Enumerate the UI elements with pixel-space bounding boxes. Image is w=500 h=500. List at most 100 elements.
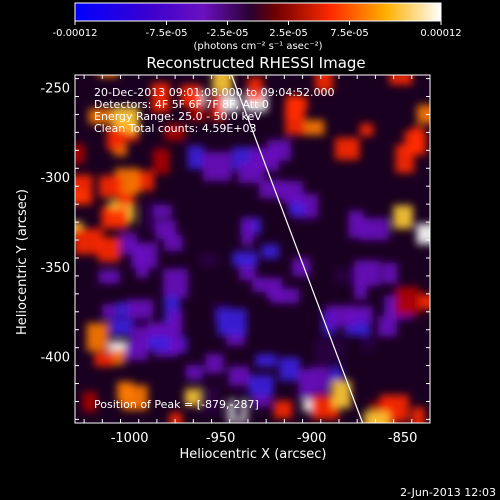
- heat-cell: [241, 219, 254, 246]
- heat-cell: [359, 123, 374, 137]
- heat-cell: [289, 202, 305, 216]
- heat-cell: [153, 204, 172, 218]
- heat-cell: [247, 77, 263, 102]
- heat-cell: [99, 175, 123, 198]
- heat-cell: [261, 244, 280, 259]
- heat-cell: [198, 252, 219, 268]
- info-detectors: Detectors: 4F 5F 6F 7F 8F, Att 0: [94, 98, 269, 111]
- heat-cell: [416, 294, 430, 310]
- colorbar-tick-label: 0.00012: [420, 28, 461, 39]
- heat-cell: [155, 219, 177, 240]
- heat-cell: [314, 338, 345, 363]
- heat-cell: [153, 148, 170, 174]
- plot-title: Reconstructed RHESSI Image: [146, 54, 365, 72]
- heat-cell: [110, 318, 132, 336]
- heat-cell: [315, 75, 333, 92]
- info-energy-range: Energy Range: 25.0 - 50.0 keV: [94, 110, 262, 123]
- y-axis-label: Heliocentric Y (arcsec): [15, 189, 30, 335]
- heat-cell: [163, 268, 188, 299]
- heat-cell: [382, 262, 398, 284]
- heat-cell: [217, 308, 247, 336]
- timestamp: 2-Jun-2013 12:03: [400, 486, 496, 499]
- heat-cell: [88, 108, 113, 124]
- heat-cell: [102, 304, 116, 320]
- heat-cell: [270, 288, 300, 304]
- heat-cell: [326, 305, 354, 327]
- heat-cell: [359, 218, 389, 241]
- heat-cell: [75, 174, 93, 205]
- heat-cell: [144, 336, 170, 351]
- heat-cell: [112, 349, 125, 365]
- y-tick-label: -250: [40, 82, 70, 97]
- colorbar-tick-label: 7.5e-05: [330, 28, 368, 39]
- colorbar-ticks: -0.00012 -7.5e-05 -2.5e-05 2.5e-05 7.5e-05 0.…: [53, 21, 462, 39]
- heat-cell: [416, 104, 430, 124]
- heat-cell: [180, 84, 202, 107]
- heat-cell: [354, 260, 381, 286]
- heat-cell: [205, 353, 224, 374]
- x-axis-label: Heliocentric X (arcsec): [180, 447, 327, 462]
- colorbar-tick-label: -2.5e-05: [207, 28, 249, 39]
- heat-cell: [416, 223, 430, 245]
- colorbar-tick-label: -7.5e-05: [146, 28, 188, 39]
- heat-cell: [231, 393, 245, 421]
- x-axis: -1000 -950 -900 -850: [83, 75, 431, 446]
- info-time-range: 20-Dec-2013 09:01:08.000 to 09:04:52.000: [94, 86, 335, 99]
- heat-cell: [130, 327, 149, 351]
- heat-cell: [97, 237, 121, 262]
- heat-cell: [378, 316, 397, 337]
- x-tick-label: -950: [206, 431, 236, 446]
- heat-cell: [303, 119, 325, 136]
- heat-cell: [389, 75, 413, 85]
- heat-cell: [75, 221, 83, 235]
- heat-cell: [131, 242, 158, 269]
- heat-cell: [106, 127, 124, 151]
- y-tick-label: -300: [40, 171, 70, 186]
- heat-cell: [395, 144, 415, 173]
- heat-cell: [279, 357, 301, 381]
- heat-cell: [199, 386, 220, 414]
- heat-cell: [252, 277, 266, 292]
- heat-cell: [395, 286, 420, 316]
- colorbar-tick-label: 2.5e-05: [269, 28, 307, 39]
- heat-cell: [151, 82, 170, 113]
- heat-cell: [252, 393, 271, 407]
- heat-cell: [273, 400, 293, 419]
- heat-cell: [228, 366, 250, 386]
- x-tick-label: -850: [388, 431, 418, 446]
- heat-cell: [232, 251, 258, 267]
- heat-cell: [202, 151, 232, 181]
- heat-cell: [363, 411, 390, 423]
- heat-cell: [238, 162, 264, 184]
- colorbar: -0.00012 -7.5e-05 -2.5e-05 2.5e-05 7.5e-05 0.…: [53, 2, 462, 52]
- colorbar-units: (photons cm⁻² s⁻¹ asec⁻²): [193, 41, 322, 52]
- heat-cell: [255, 354, 277, 368]
- heat-cell: [221, 94, 240, 112]
- heat-cell: [75, 228, 103, 255]
- y-axis: -400 -350 -300 -250: [40, 78, 430, 420]
- heat-cell: [168, 310, 183, 337]
- heat-cell: [164, 124, 185, 141]
- heat-cell: [393, 205, 413, 229]
- info-overlay: 20-Dec-2013 09:01:08.000 to 09:04:52.000…: [94, 86, 335, 411]
- heat-cell: [348, 210, 364, 238]
- heat-cell: [101, 208, 128, 229]
- heat-cell: [75, 144, 85, 164]
- heat-cell: [329, 367, 343, 383]
- x-tick-label: -900: [297, 431, 327, 446]
- heat-cell: [94, 352, 114, 367]
- heat-cell: [98, 75, 119, 78]
- limb-line: [231, 75, 364, 423]
- heat-cell: [411, 407, 425, 423]
- heat-cell: [285, 106, 305, 135]
- y-tick-label: -350: [40, 261, 70, 276]
- heat-cell: [410, 126, 424, 154]
- heat-cell: [334, 137, 360, 160]
- heat-cell: [212, 75, 233, 94]
- heat-cell: [298, 369, 314, 399]
- peak-position-label: Position of Peak = [-879,-287]: [94, 398, 259, 411]
- heat-cell: [86, 323, 109, 352]
- heat-cell: [169, 412, 182, 423]
- colorbar-gradient: [74, 2, 442, 22]
